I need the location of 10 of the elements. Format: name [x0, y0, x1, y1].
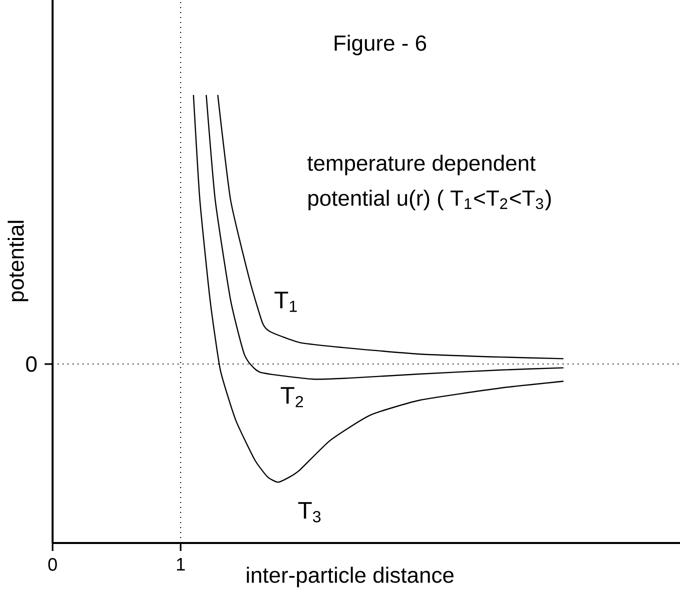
annotation: potential u(r) ( T$_{1}$<T$_{2}$<T$_{3}$) — [308, 190, 551, 210]
series-label: T$_{3}$ — [298, 502, 321, 522]
series-label: T$_{1}$ — [274, 292, 297, 312]
x-axis-title: inter-particle distance — [246, 566, 454, 588]
x-tick-label: 1 — [177, 558, 185, 570]
annotation: temperature dependent — [307, 154, 536, 176]
ref-line-label: 0 — [26, 356, 37, 372]
y-axis-title: potential — [8, 220, 28, 302]
series-label: T$_{2}$ — [280, 387, 303, 408]
chart-title: Figure - 6 — [334, 34, 426, 56]
